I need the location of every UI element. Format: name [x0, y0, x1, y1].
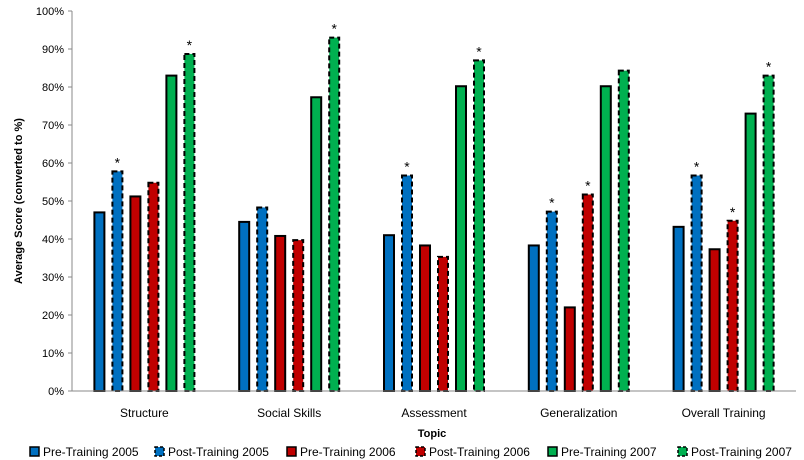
- significance-star: *: [115, 154, 121, 170]
- x-axis-categories: Structure Social Skills Assessment Generali…: [120, 406, 766, 420]
- significance-markers: * * * * * * * * * *: [115, 21, 772, 220]
- bar-pre-training-2006: [419, 244, 431, 392]
- bar-post-training-2007: [183, 52, 196, 392]
- x-category-label: Overall Training: [682, 406, 766, 420]
- bar-post-training-2007: [328, 36, 341, 392]
- significance-star: *: [476, 43, 482, 59]
- legend-swatch: [29, 446, 40, 457]
- legend-swatch: [547, 446, 558, 457]
- bar-pre-training-2006: [708, 248, 721, 392]
- legend-swatch: [286, 446, 297, 457]
- significance-star: *: [549, 195, 555, 211]
- bar-post-training-2006: [292, 239, 305, 392]
- bar-pre-training-2005: [383, 234, 395, 392]
- y-tick-label: 20%: [42, 310, 64, 322]
- legend: Pre-Training 2005 Post-Training 2005 Pre-T…: [29, 445, 792, 459]
- x-category-label: Social Skills: [257, 406, 321, 420]
- bar-post-training-2005: [401, 174, 413, 392]
- significance-star: *: [404, 159, 410, 175]
- bar-pre-training-2005: [672, 225, 685, 392]
- y-tick-label: 100%: [36, 6, 64, 18]
- bar-pre-training-2005: [527, 244, 540, 392]
- bar-post-training-2006: [581, 193, 594, 392]
- x-category-label: Assessment: [401, 406, 467, 420]
- y-tick-label: 90%: [42, 44, 64, 56]
- legend-label: Post-Training 2006: [429, 445, 530, 459]
- y-axis-ticks: 0% 10% 20% 30% 40% 50% 60% 70% 80% 90% 100%: [36, 6, 72, 398]
- bar-pre-training-2007: [165, 74, 178, 392]
- legend-swatch: [154, 446, 165, 457]
- bar-post-training-2005: [690, 174, 703, 392]
- bar-post-training-2006: [147, 181, 160, 392]
- y-tick-label: 60%: [42, 158, 64, 170]
- legend-label: Post-Training 2005: [168, 445, 269, 459]
- x-category-label: Structure: [120, 406, 169, 420]
- significance-star: *: [331, 21, 337, 37]
- y-axis-title: Average Score (converted to %): [13, 118, 25, 284]
- y-tick-label: 70%: [42, 120, 64, 132]
- legend-swatch: [677, 446, 688, 457]
- x-category-label: Generalization: [540, 406, 617, 420]
- legend-label: Pre-Training 2006: [300, 445, 396, 459]
- bar-pre-training-2007: [310, 96, 323, 392]
- bar-post-training-2006: [726, 219, 739, 392]
- bar-pre-training-2005: [93, 211, 106, 392]
- bar-pre-training-2005: [238, 220, 251, 392]
- bar-pre-training-2007: [599, 85, 612, 393]
- significance-star: *: [585, 178, 591, 194]
- bar-post-training-2005: [111, 170, 124, 392]
- bar-post-training-2007: [762, 74, 775, 392]
- legend-swatch: [415, 446, 426, 457]
- legend-label: Pre-Training 2007: [561, 445, 657, 459]
- x-axis-title: Topic: [418, 428, 447, 440]
- legend-label: Pre-Training 2005: [43, 445, 139, 459]
- bar-post-training-2007: [473, 59, 485, 393]
- bar-post-training-2006: [437, 255, 449, 392]
- bar-pre-training-2007: [744, 112, 757, 392]
- significance-star: *: [766, 59, 772, 75]
- significance-star: *: [730, 204, 736, 220]
- bar-pre-training-2007: [455, 85, 467, 393]
- legend-label: Post-Training 2007: [691, 445, 792, 459]
- bars: [93, 36, 775, 393]
- y-tick-label: 30%: [42, 272, 64, 284]
- y-tick-label: 50%: [42, 196, 64, 208]
- y-tick-label: 80%: [42, 82, 64, 94]
- bar-post-training-2005: [256, 206, 269, 392]
- bar-pre-training-2006: [274, 234, 287, 392]
- y-tick-label: 0%: [48, 386, 64, 398]
- significance-star: *: [694, 159, 700, 175]
- bar-pre-training-2006: [563, 306, 576, 392]
- bar-post-training-2007: [617, 69, 630, 392]
- y-tick-label: 10%: [42, 348, 64, 360]
- bar-post-training-2005: [545, 210, 558, 392]
- significance-star: *: [187, 37, 193, 53]
- y-tick-label: 40%: [42, 234, 64, 246]
- bar-pre-training-2006: [129, 195, 142, 392]
